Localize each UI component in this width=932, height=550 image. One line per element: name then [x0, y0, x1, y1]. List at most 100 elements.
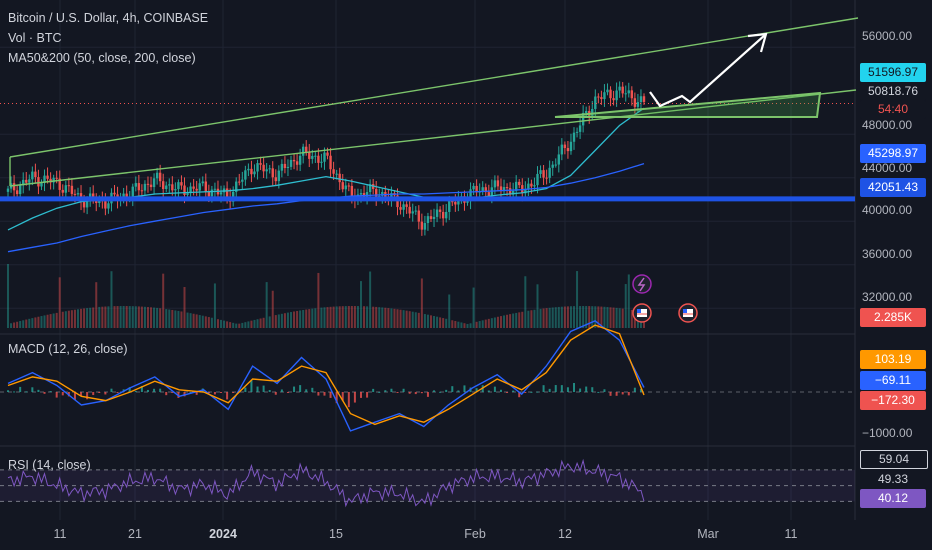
candle-body — [131, 186, 134, 198]
volume-legend[interactable]: Vol · BTC — [8, 31, 62, 45]
candle-body — [563, 144, 567, 149]
candle-body — [165, 185, 168, 190]
volume-bar — [408, 311, 411, 328]
candle-body — [368, 184, 372, 193]
macd-histogram-bar — [493, 386, 496, 392]
candle-body — [198, 183, 201, 191]
macd-histogram-bar — [390, 388, 393, 392]
volume-bar — [512, 313, 515, 328]
candle-body — [347, 185, 351, 187]
macd-histogram-bar — [250, 379, 253, 392]
volume-bar — [92, 307, 95, 328]
candle-body — [508, 188, 512, 195]
last-price-tag: 51596.97 — [860, 63, 926, 82]
macd-histogram-bar — [524, 392, 527, 393]
volume-bar — [201, 315, 204, 328]
volume-bar — [10, 323, 13, 328]
time-label: Feb — [464, 527, 486, 541]
candle-body — [155, 172, 159, 179]
candle-body — [259, 163, 262, 165]
candle-body — [213, 188, 217, 190]
volume-bar — [533, 309, 536, 328]
volume-bar — [113, 306, 116, 328]
event-markers[interactable] — [632, 274, 698, 323]
drawings[interactable] — [9, 17, 859, 187]
volume-bar — [247, 321, 250, 328]
candle-body — [82, 202, 86, 208]
macd-histogram-bar — [621, 392, 624, 395]
volume-bar — [280, 313, 283, 328]
macd-histogram-bar — [420, 392, 423, 394]
volume-bar — [220, 319, 223, 328]
candle-body — [578, 125, 582, 132]
macd-histogram-bar — [530, 391, 533, 393]
candle-body — [615, 90, 618, 101]
macd-histogram-bar — [512, 390, 515, 392]
macd-histogram-bar — [463, 385, 466, 392]
candle-body — [171, 184, 174, 191]
volume-bar — [253, 319, 256, 328]
candle-body — [289, 159, 293, 167]
macd-histogram-bar — [603, 389, 606, 392]
macd-histogram-bar — [573, 382, 576, 392]
candle-body — [31, 171, 34, 180]
macd-histogram-bar — [366, 392, 369, 398]
volume-bar — [244, 322, 247, 328]
price-tick: 48000.00 — [862, 118, 913, 132]
candle-body — [64, 185, 68, 193]
volume-bar — [378, 307, 381, 328]
macd-histogram-bar — [268, 389, 271, 392]
candle-body — [633, 98, 637, 107]
volume-bar — [618, 308, 621, 328]
volume-bar — [335, 306, 338, 328]
volume-bar — [119, 306, 122, 328]
volume-bar — [420, 278, 423, 328]
candle-body — [12, 183, 16, 191]
rsi-legend[interactable]: RSI (14, close) — [8, 458, 91, 472]
candle-body — [469, 189, 472, 202]
candle-body — [518, 181, 521, 186]
macd-histogram-bar — [80, 392, 83, 397]
volume-bar — [615, 307, 618, 328]
candle-body — [548, 167, 551, 178]
volume-bar — [290, 312, 293, 328]
volume-bar — [326, 307, 329, 328]
macd-histogram-bar — [579, 388, 582, 392]
candle-body — [511, 190, 515, 195]
volume-bar — [311, 308, 314, 328]
time-label: 11 — [53, 527, 67, 541]
candle-body — [414, 210, 417, 212]
macd-line-tag: −69.11 — [860, 371, 926, 390]
volume-bar — [630, 309, 633, 328]
macd-histogram-bar — [43, 392, 46, 394]
candle-body — [256, 163, 259, 172]
macd-histogram-bar — [426, 392, 429, 397]
macd-histogram-bar — [195, 392, 198, 395]
volume-bar — [89, 307, 92, 328]
macd-histogram-bar — [433, 390, 436, 392]
macd-histogram-bar — [19, 386, 22, 392]
macd-histogram-bar — [262, 385, 265, 392]
macd-legend[interactable]: MACD (12, 26, close) — [8, 342, 128, 356]
volume-bar — [366, 306, 369, 328]
volume-bar — [55, 312, 58, 328]
macd-histogram-bar — [140, 386, 143, 392]
volume-bar — [40, 316, 43, 328]
candle-body — [149, 184, 153, 188]
volume-bar — [314, 308, 317, 328]
macd-histogram-bar — [499, 389, 502, 392]
ma-legend[interactable]: MA50&200 (50, close, 200, close) — [8, 51, 196, 65]
volume-bar — [210, 317, 213, 328]
price-tick: 56000.00 — [862, 29, 913, 43]
volume-bar — [198, 315, 201, 328]
volume-bar — [405, 310, 408, 328]
macd-histogram-bar — [13, 391, 16, 393]
volume-bar — [621, 308, 624, 328]
macd-histogram-bar — [542, 385, 545, 392]
volume-bar — [293, 311, 296, 328]
candle-body — [502, 187, 506, 192]
candle-body — [195, 188, 198, 191]
symbol-title[interactable]: Bitcoin / U.S. Dollar, 4h, COINBASE — [8, 11, 209, 25]
macd-histogram-bar — [171, 392, 174, 393]
